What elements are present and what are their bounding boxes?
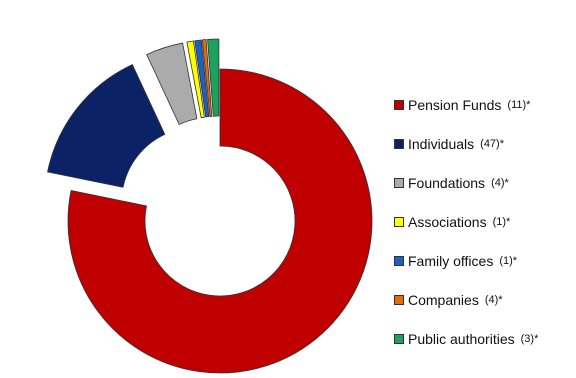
slice-family-offices (194, 39, 210, 118)
legend-count-pension-funds: (11)* (507, 99, 531, 111)
legend-count-individuals: (47)* (480, 138, 504, 150)
legend-count-family-offices: (1)* (499, 255, 518, 267)
legend-count-public-authorities: (3)* (520, 333, 539, 345)
legend-swatch-foundations (394, 178, 404, 188)
legend-count-foundations: (4)* (491, 177, 509, 189)
slice-companies (201, 39, 213, 117)
legend-swatch-individuals (394, 139, 404, 149)
legend-label-associations: Associations (408, 214, 487, 230)
legend-label-individuals: Individuals (408, 136, 475, 152)
slice-associations (186, 40, 205, 119)
legend-label-public-authorities: Public authorities (408, 331, 515, 347)
legend-swatch-pension-funds (394, 100, 404, 110)
slice-individuals (47, 64, 166, 188)
legend-item-family-offices: Family offices (1)* (394, 253, 517, 269)
slice-pension-funds (67, 68, 373, 374)
legend-label-pension-funds: Pension Funds (408, 97, 502, 113)
legend-swatch-public-authorities (394, 334, 404, 344)
legend-swatch-companies (394, 295, 404, 305)
legend-item-associations: Associations (1)* (394, 214, 510, 230)
slice-foundations (146, 42, 198, 125)
legend-item-foundations: Foundations (4)* (394, 175, 509, 191)
legend-item-companies: Companies (4)* (394, 292, 503, 308)
legend-label-companies: Companies (408, 292, 479, 308)
legend-swatch-family-offices (394, 256, 404, 266)
legend-label-family-offices: Family offices (408, 253, 494, 269)
legend-item-pension-funds: Pension Funds (11)* (394, 97, 530, 113)
legend-item-public-authorities: Public authorities (3)* (394, 331, 538, 347)
legend-item-individuals: Individuals (47)* (394, 136, 504, 152)
legend-swatch-associations (394, 217, 404, 227)
legend-count-associations: (1)* (492, 216, 511, 228)
legend-count-companies: (4)* (484, 294, 503, 306)
legend-label-foundations: Foundations (408, 175, 486, 191)
slice-public-authorities (207, 38, 220, 117)
